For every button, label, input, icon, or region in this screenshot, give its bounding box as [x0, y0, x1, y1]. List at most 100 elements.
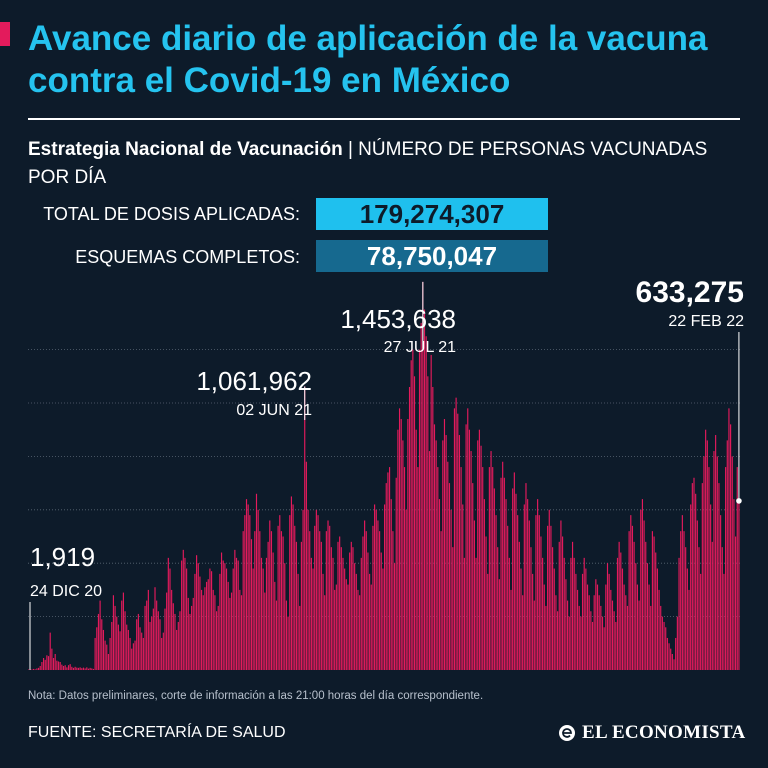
- bar: [39, 666, 41, 670]
- bar: [385, 483, 387, 670]
- bar: [492, 467, 494, 670]
- bar: [41, 661, 43, 670]
- bar: [613, 611, 615, 670]
- bar: [512, 488, 514, 670]
- bar: [530, 547, 532, 670]
- bar: [114, 605, 116, 670]
- bar: [497, 547, 499, 670]
- bar: [122, 592, 124, 670]
- bar: [535, 515, 537, 670]
- bar: [370, 584, 372, 670]
- bar: [563, 557, 565, 670]
- bar: [184, 557, 186, 670]
- bar: [302, 509, 304, 670]
- bar: [375, 509, 377, 670]
- bar: [189, 613, 191, 670]
- bar: [350, 541, 352, 670]
- bar: [141, 632, 143, 670]
- bar: [467, 408, 469, 670]
- bar: [106, 644, 108, 670]
- bar: [397, 429, 399, 670]
- bar: [152, 608, 154, 670]
- bar: [104, 640, 106, 670]
- bar: [134, 640, 136, 670]
- bar: [457, 413, 459, 670]
- bar: [625, 595, 627, 670]
- bar: [147, 589, 149, 670]
- bar: [586, 584, 589, 670]
- logo-text: EL ECONOMISTA: [582, 722, 746, 743]
- bar: [611, 600, 614, 670]
- bar: [480, 445, 482, 670]
- bar: [384, 504, 386, 670]
- bar: [595, 579, 597, 670]
- bar: [72, 667, 75, 670]
- bar: [282, 536, 284, 670]
- bar: [174, 613, 176, 670]
- bar: [62, 666, 65, 670]
- bar: [116, 616, 118, 670]
- bar: [57, 661, 60, 670]
- bar: [703, 456, 705, 670]
- bar: [201, 589, 203, 670]
- bar: [292, 504, 294, 670]
- bar: [247, 504, 249, 670]
- bar: [357, 589, 359, 670]
- data-note: Nota: Datos preliminares, corte de infor…: [28, 690, 484, 702]
- bar: [337, 541, 339, 670]
- bar: [680, 531, 682, 670]
- bar: [87, 668, 90, 670]
- bar: [344, 568, 346, 670]
- bar: [630, 515, 632, 670]
- bar: [275, 600, 278, 670]
- bar: [204, 587, 206, 670]
- bar: [651, 531, 653, 670]
- bar: [367, 552, 369, 670]
- bar: [387, 472, 389, 670]
- bar: [335, 584, 337, 670]
- bar: [129, 637, 131, 670]
- bar: [723, 573, 725, 670]
- bar: [705, 429, 707, 670]
- bar: [601, 616, 604, 670]
- bar: [447, 461, 449, 670]
- bar: [698, 547, 700, 670]
- bar: [643, 520, 645, 670]
- bar: [725, 467, 727, 670]
- bar: [605, 584, 607, 670]
- bar: [84, 668, 86, 670]
- bar: [487, 573, 489, 670]
- bar: [588, 595, 590, 670]
- bar: [615, 621, 617, 670]
- bar: [565, 579, 567, 670]
- bar: [32, 668, 35, 670]
- bar: [171, 589, 173, 670]
- subtitle-description: NÚMERO DE PERSONAS VACUNADAS POR DÍA: [28, 139, 708, 188]
- bar: [733, 499, 735, 670]
- bar: [508, 557, 510, 670]
- bar: [670, 648, 672, 670]
- bar: [500, 477, 502, 670]
- bar: [284, 563, 286, 670]
- bar: [254, 531, 256, 670]
- bar: [102, 629, 105, 670]
- bar: [307, 509, 309, 670]
- bar: [131, 648, 133, 670]
- bar: [555, 595, 557, 670]
- bar: [693, 477, 695, 670]
- bar: [364, 520, 366, 670]
- bar: [177, 621, 179, 670]
- bar: [117, 624, 119, 670]
- bar: [182, 549, 184, 670]
- bar: [517, 515, 519, 670]
- bar: [583, 557, 585, 670]
- bar: [628, 531, 630, 670]
- bar: [690, 504, 692, 670]
- bar: [119, 631, 121, 670]
- bar: [683, 531, 685, 670]
- bar: [237, 560, 239, 670]
- bar: [631, 525, 634, 670]
- bar: [167, 557, 169, 670]
- bar: [71, 666, 73, 670]
- bar: [550, 525, 552, 670]
